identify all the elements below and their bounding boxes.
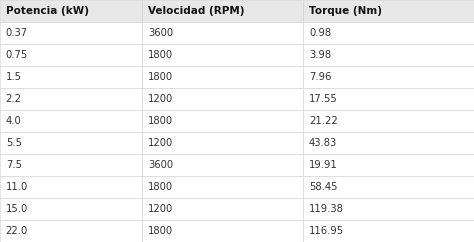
Text: 22.0: 22.0 — [6, 226, 28, 236]
Text: 0.98: 0.98 — [309, 28, 331, 38]
Text: 7.96: 7.96 — [309, 72, 331, 82]
Text: 21.22: 21.22 — [309, 116, 338, 126]
Bar — [142, 0, 303, 22]
Text: 19.91: 19.91 — [309, 160, 338, 170]
Bar — [303, 0, 474, 22]
Bar — [0, 176, 142, 198]
Text: 7.5: 7.5 — [6, 160, 22, 170]
Bar — [0, 22, 142, 44]
Bar — [303, 220, 474, 242]
Text: Velocidad (RPM): Velocidad (RPM) — [148, 6, 245, 16]
Text: 1800: 1800 — [148, 72, 173, 82]
Bar — [0, 110, 142, 132]
Text: 58.45: 58.45 — [309, 182, 337, 192]
Text: 119.38: 119.38 — [309, 204, 344, 214]
Text: 17.55: 17.55 — [309, 94, 338, 104]
Bar — [0, 220, 142, 242]
Bar — [142, 110, 303, 132]
Text: 3.98: 3.98 — [309, 50, 331, 60]
Bar — [142, 22, 303, 44]
Text: 1800: 1800 — [148, 50, 173, 60]
Bar — [0, 44, 142, 66]
Text: 11.0: 11.0 — [6, 182, 28, 192]
Text: Torque (Nm): Torque (Nm) — [309, 6, 382, 16]
Bar — [303, 176, 474, 198]
Bar — [142, 66, 303, 88]
Text: 1800: 1800 — [148, 116, 173, 126]
Bar — [0, 154, 142, 176]
Text: 0.75: 0.75 — [6, 50, 28, 60]
Text: 116.95: 116.95 — [309, 226, 344, 236]
Bar — [142, 198, 303, 220]
Text: 1800: 1800 — [148, 182, 173, 192]
Bar — [303, 110, 474, 132]
Bar — [0, 198, 142, 220]
Bar — [0, 66, 142, 88]
Bar — [0, 0, 142, 22]
Bar — [142, 176, 303, 198]
Text: 43.83: 43.83 — [309, 138, 337, 148]
Text: 1200: 1200 — [148, 204, 173, 214]
Bar — [142, 154, 303, 176]
Bar — [303, 198, 474, 220]
Text: 1800: 1800 — [148, 226, 173, 236]
Text: 1200: 1200 — [148, 138, 173, 148]
Text: 2.2: 2.2 — [6, 94, 22, 104]
Bar — [0, 88, 142, 110]
Bar — [142, 132, 303, 154]
Text: 0.37: 0.37 — [6, 28, 28, 38]
Text: 4.0: 4.0 — [6, 116, 21, 126]
Text: 3600: 3600 — [148, 160, 173, 170]
Text: 1200: 1200 — [148, 94, 173, 104]
Bar — [142, 220, 303, 242]
Text: 15.0: 15.0 — [6, 204, 28, 214]
Bar — [303, 66, 474, 88]
Bar — [303, 88, 474, 110]
Bar — [303, 22, 474, 44]
Bar — [303, 44, 474, 66]
Bar — [303, 132, 474, 154]
Text: Potencia (kW): Potencia (kW) — [6, 6, 89, 16]
Bar — [142, 44, 303, 66]
Bar — [303, 154, 474, 176]
Text: 1.5: 1.5 — [6, 72, 22, 82]
Text: 5.5: 5.5 — [6, 138, 22, 148]
Text: 3600: 3600 — [148, 28, 173, 38]
Bar — [142, 88, 303, 110]
Bar — [0, 132, 142, 154]
